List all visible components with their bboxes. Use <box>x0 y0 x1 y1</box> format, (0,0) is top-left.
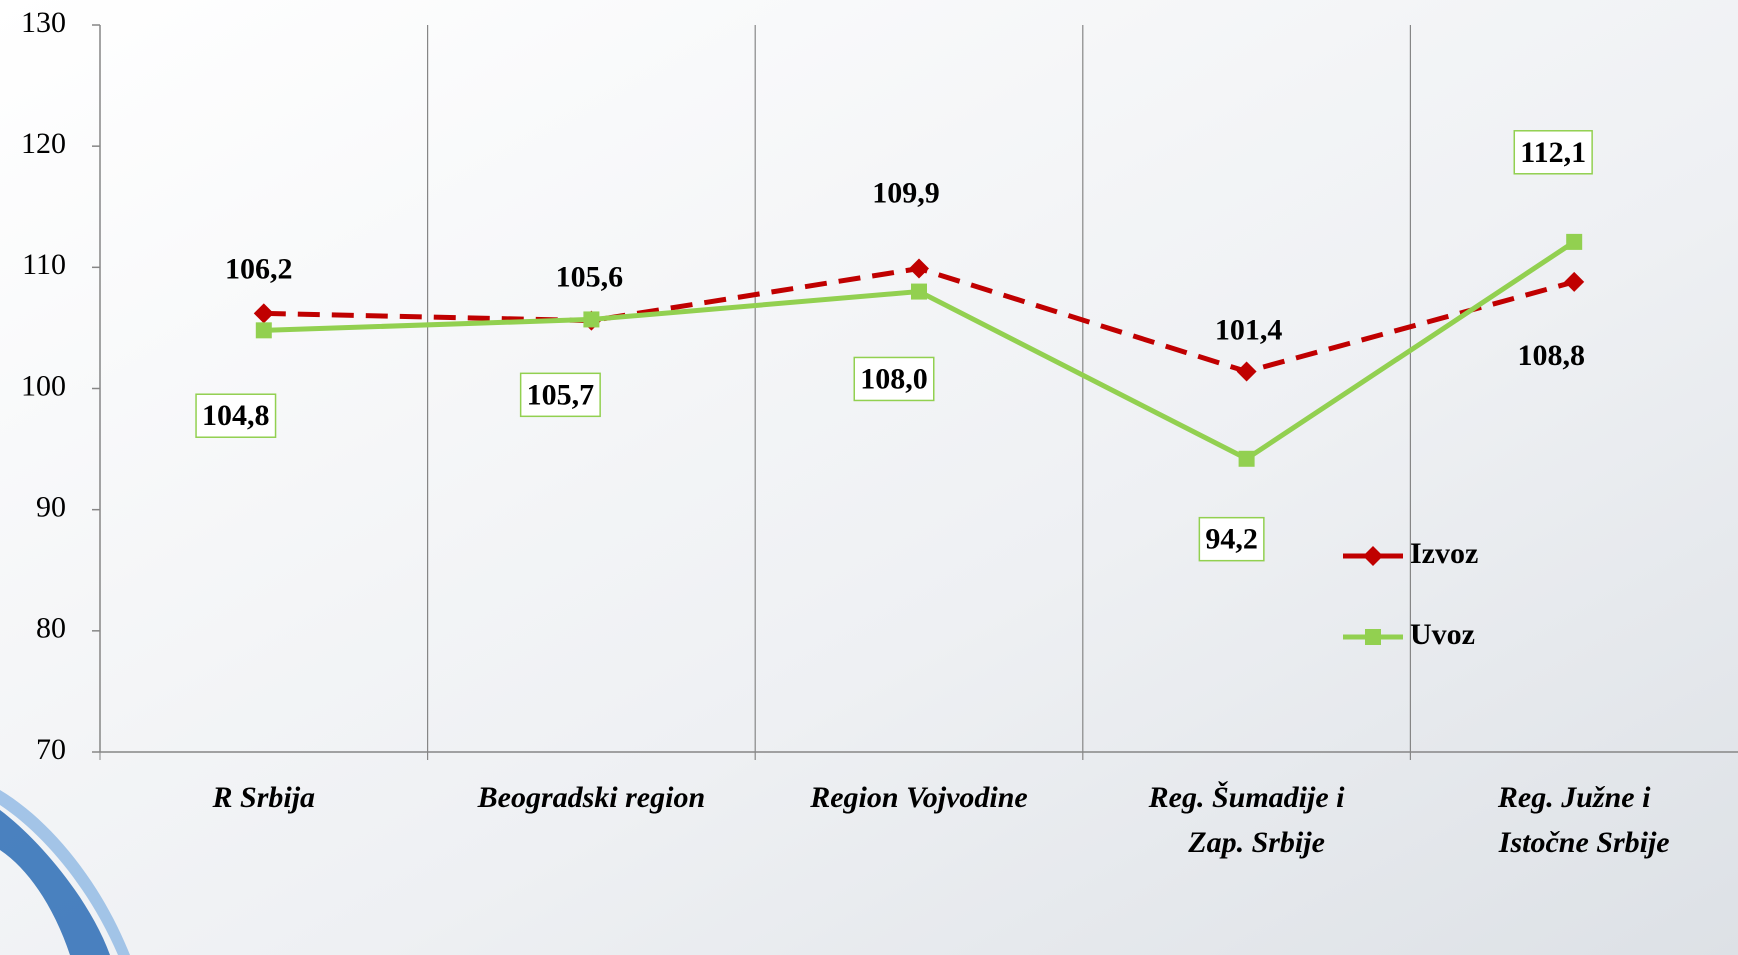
data-label-box <box>1513 130 1593 175</box>
data-label-box <box>853 356 935 402</box>
point <box>1564 271 1585 292</box>
legend-label: Uvoz <box>1410 618 1475 651</box>
point <box>909 258 929 279</box>
y-tick-label: 100 <box>21 369 66 402</box>
y-tick-label: 90 <box>36 491 66 524</box>
point <box>1566 233 1583 250</box>
data-label-box <box>519 372 601 418</box>
point <box>253 303 274 324</box>
x-tick-label: R Srbija <box>212 781 316 814</box>
legend-label: Izvoz <box>1410 537 1478 570</box>
data-label: 109,9 <box>872 176 940 209</box>
data-label: 105,7 <box>527 378 595 411</box>
data-label-box <box>1198 516 1265 562</box>
x-tick-label: Beogradski region <box>477 781 706 814</box>
decor-swoosh <box>0 810 110 955</box>
y-tick-label: 70 <box>36 733 66 766</box>
legend-marker <box>1363 546 1383 566</box>
x-tick-label: Reg. Šumadije i Zap. Srbije <box>1148 781 1346 859</box>
data-label: 101,4 <box>1215 313 1283 346</box>
y-tick-label: 110 <box>22 248 66 281</box>
decor-swoosh <box>0 790 130 955</box>
point <box>255 322 272 339</box>
y-tick-label: 130 <box>21 6 66 39</box>
data-label: 94,2 <box>1205 523 1258 556</box>
point <box>911 283 927 300</box>
data-label: 108,0 <box>860 362 928 395</box>
data-label: 105,6 <box>556 261 624 294</box>
legend-marker <box>1363 546 1383 566</box>
data-label-box <box>195 393 277 438</box>
point <box>1238 450 1255 467</box>
data-label: 104,8 <box>202 399 270 432</box>
legend-marker <box>1365 629 1381 645</box>
data-label: 106,2 <box>225 252 293 285</box>
y-tick-label: 120 <box>21 127 66 160</box>
data-label: 112,1 <box>1520 136 1586 169</box>
point <box>583 311 600 328</box>
x-tick-label: Reg. Južne i Istočne Srbije <box>1497 781 1670 859</box>
data-label: 108,8 <box>1517 339 1585 372</box>
x-tick-label: Region Vojvodine <box>809 781 1028 814</box>
y-tick-label: 80 <box>36 612 66 645</box>
legend-marker <box>1365 629 1381 645</box>
point <box>1236 361 1257 382</box>
